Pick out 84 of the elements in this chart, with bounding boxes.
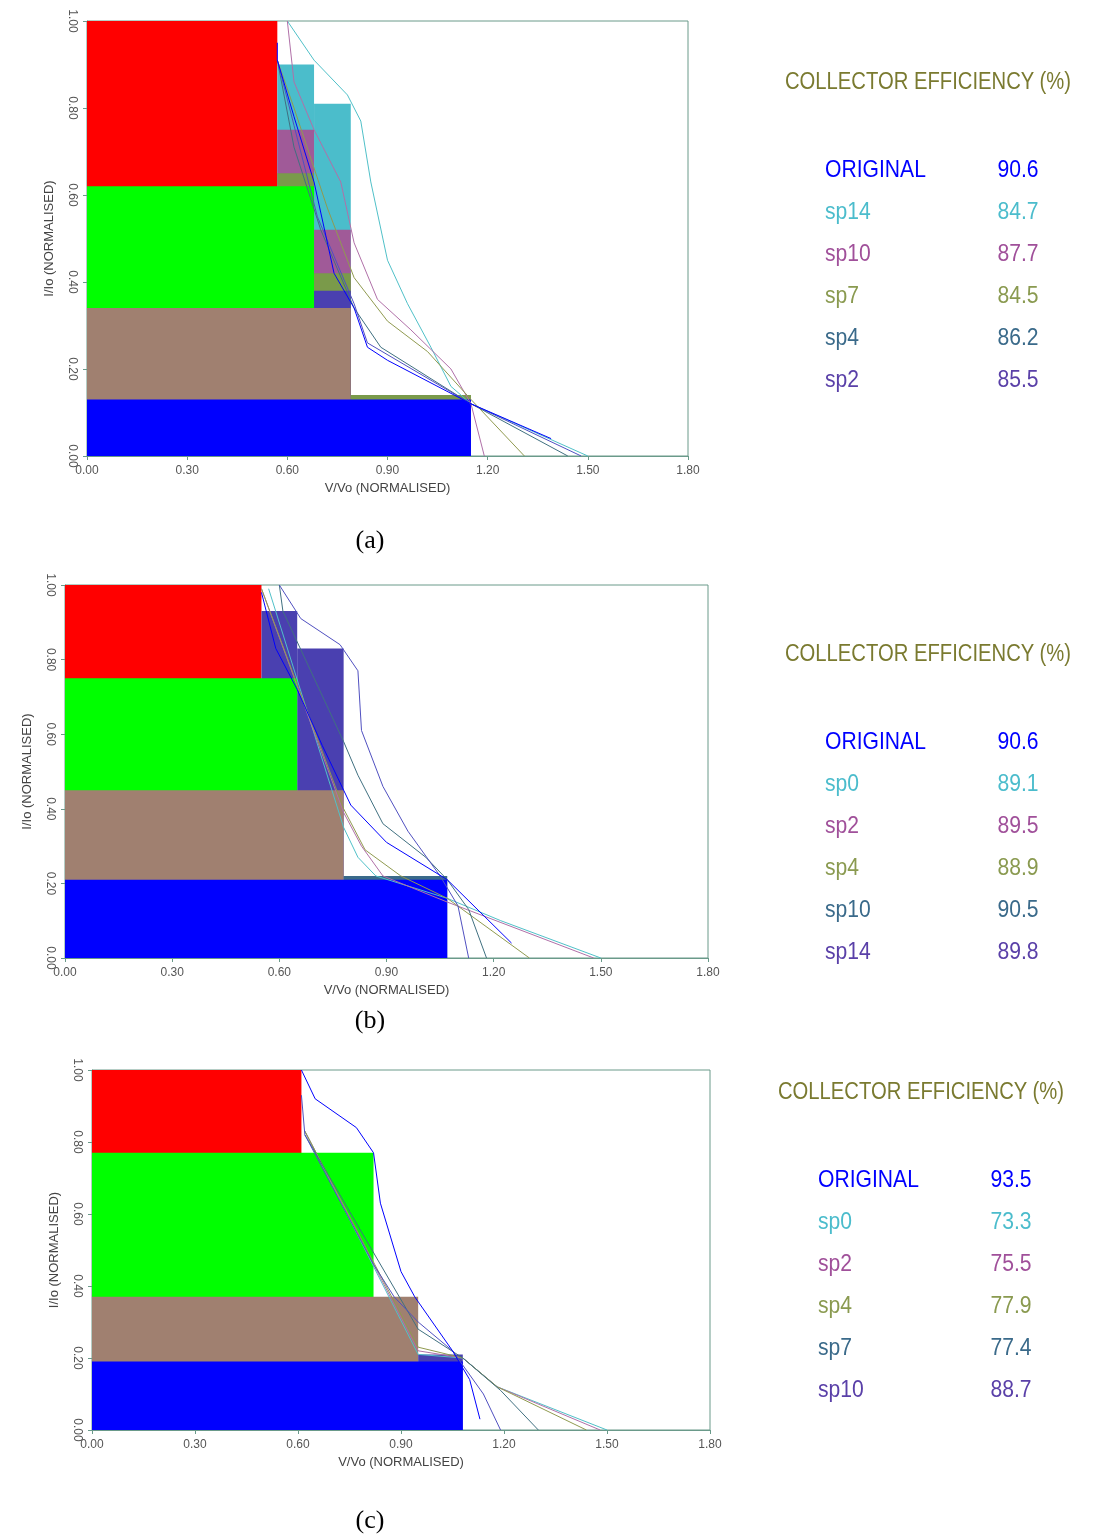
line-series: [300, 1094, 502, 1431]
x-tick-label: 1.80: [676, 463, 700, 477]
data-label: 90.6: [997, 727, 1039, 756]
y-tick-label: 1.00: [44, 573, 58, 597]
y-tick-label: 0.60: [71, 1202, 85, 1226]
data-label: 84.7: [997, 197, 1039, 226]
y-tick-label: 0.40: [44, 797, 58, 821]
x-axis-title: V/Vo (NORMALISED): [338, 1453, 464, 1469]
text: (a): [354, 525, 386, 555]
category-label: ORIGINAL: [825, 155, 927, 184]
category-label: sp14: [825, 937, 872, 966]
data-label: 73.3: [990, 1207, 1032, 1236]
text: COLLECTOR EFFICIENCY (%): [785, 68, 1073, 95]
category-label: sp2: [825, 811, 861, 840]
y-tick-label: 0.60: [66, 183, 80, 207]
data-label: 77.9: [990, 1291, 1032, 1320]
x-tick-label: 1.80: [696, 965, 720, 979]
x-tick-label: 0.90: [375, 463, 400, 477]
data-label: 88.7: [990, 1375, 1032, 1404]
x-tick-label: 1.50: [576, 463, 600, 477]
x-tick-label: 1.80: [698, 1437, 722, 1451]
y-tick-label: 0.80: [66, 96, 80, 120]
y-tick-label: 0.20: [71, 1346, 85, 1370]
x-tick-label: 0.30: [175, 463, 200, 477]
x-tick-label: 0.30: [183, 1437, 207, 1451]
x-tick-label: 0.60: [275, 463, 300, 477]
y-tick-label: 1.00: [66, 9, 80, 33]
x-tick-label: 1.20: [475, 463, 500, 477]
data-label: 88.9: [997, 853, 1039, 882]
x-tick-label: 0.30: [160, 965, 185, 979]
y-tick-label: 0.80: [71, 1130, 85, 1154]
category-label: sp0: [825, 769, 861, 798]
category-label: ORIGINAL: [825, 727, 927, 756]
x-tick-label: 0.60: [286, 1437, 310, 1451]
data-label: 90.6: [997, 155, 1039, 184]
category-label: sp4: [825, 853, 861, 882]
x-axis-title: V/Vo (NORMALISED): [323, 981, 450, 997]
y-axis-title: I/Io (NORMALISED): [41, 180, 56, 297]
y-tick-label: 0.20: [44, 871, 58, 896]
category-label: sp2: [818, 1249, 854, 1278]
category-label: sp7: [818, 1333, 854, 1362]
y-axis-title: I/Io (NORMALISED): [46, 1191, 61, 1309]
y-tick-label: 0.40: [66, 270, 80, 294]
data-label: 86.2: [997, 323, 1039, 352]
line-series: [304, 1134, 539, 1431]
text: COLLECTOR EFFICIENCY (%): [778, 1078, 1066, 1105]
y-tick-label: 0.80: [44, 647, 58, 672]
category-label: sp10: [825, 895, 872, 924]
data-label: 90.5: [997, 895, 1039, 924]
data-label: 93.5: [990, 1165, 1032, 1194]
line-series: [286, 20, 485, 457]
x-tick-label: 0.90: [389, 1437, 413, 1451]
text: COLLECTOR EFFICIENCY (%): [785, 640, 1073, 667]
data-label: 89.5: [997, 811, 1039, 840]
category-label: sp0: [818, 1207, 854, 1236]
y-axis-title: I/Io (NORMALISED): [19, 713, 34, 830]
x-tick-label: 1.50: [589, 965, 613, 979]
category-label: sp4: [818, 1291, 854, 1320]
category-label: sp10: [825, 239, 872, 268]
x-tick-label: 1.20: [481, 965, 506, 979]
category-label: ORIGINAL: [818, 1165, 920, 1194]
data-label: 77.4: [990, 1333, 1032, 1362]
x-tick-label: 1.50: [595, 1437, 619, 1451]
y-tick-label: 0.60: [44, 722, 58, 747]
category-label: sp4: [825, 323, 861, 352]
x-axis-title: V/Vo (NORMALISED): [324, 479, 451, 495]
category-label: sp14: [825, 197, 872, 226]
data-label: 84.5: [997, 281, 1039, 310]
text: (b): [353, 1005, 387, 1035]
data-label: 89.8: [997, 937, 1039, 966]
x-tick-label: 1.20: [492, 1437, 516, 1451]
category-label: sp7: [825, 281, 861, 310]
x-tick-label: 0.90: [374, 965, 399, 979]
text: (c): [354, 1505, 386, 1535]
y-tick-label: 1.00: [71, 1058, 85, 1082]
y-tick-label: 0.40: [71, 1274, 85, 1298]
data-label: 89.1: [997, 769, 1039, 798]
category-label: sp10: [818, 1375, 865, 1404]
data-label: 87.7: [997, 239, 1039, 268]
data-label: 85.5: [997, 365, 1039, 394]
y-tick-label: 0.20: [66, 357, 80, 381]
data-label: 75.5: [990, 1249, 1032, 1278]
x-tick-label: 0.60: [267, 965, 292, 979]
category-label: sp2: [825, 365, 861, 394]
